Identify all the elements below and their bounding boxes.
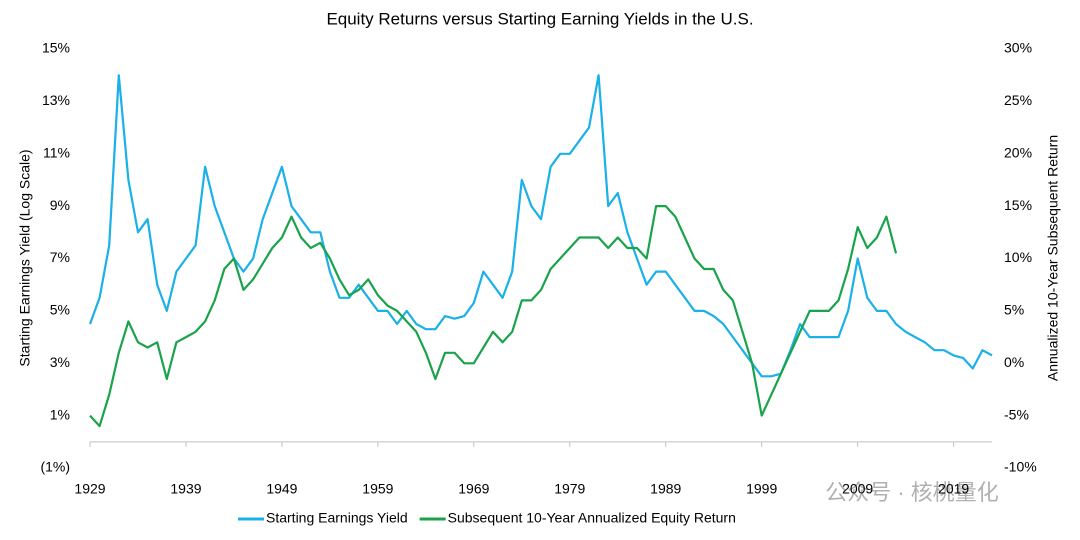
y2-tick-label: 20% [1004,144,1032,160]
x-tick-label: 1949 [266,481,297,497]
legend-label: Subsequent 10-Year Annualized Equity Ret… [448,510,736,526]
x-tick-label: 1979 [554,481,585,497]
x-tick-label: 1929 [74,481,105,497]
x-tick-label: 2019 [938,481,969,497]
y-tick-label: 9% [50,197,70,213]
y-tick-label: 13% [42,92,70,108]
x-tick-label: 1989 [650,481,681,497]
y-tick-label: 3% [50,354,70,370]
series-line [88,74,993,378]
y-tick-label: 11% [43,144,70,160]
x-tick-label: 1969 [458,481,489,497]
chart-title: Equity Returns versus Starting Earning Y… [326,9,753,28]
y-tick-label: 15% [42,40,70,56]
x-tick-label: 2009 [842,481,873,497]
y-tick-label: 5% [50,302,70,318]
y2-tick-label: 15% [1004,197,1032,213]
watermark: 公众号 · 核桃量化 [825,480,999,505]
x-tick-label: 1999 [746,481,777,497]
y2-axis-label: Annualized 10-Year Subsequent Return [1045,135,1061,381]
x-tick-label: 1959 [362,481,393,497]
y2-tick-label: 10% [1004,249,1032,265]
y2-tick-label: 30% [1004,40,1032,56]
y-tick-label: 7% [50,249,70,265]
x-tick-label: 1939 [170,481,201,497]
y2-tick-label: -5% [1004,406,1029,422]
y-tick-label: 1% [50,406,70,422]
y-tick-label: (1%) [40,459,70,475]
series-line [89,205,898,428]
legend-label: Starting Earnings Yield [266,510,408,526]
y2-tick-label: 0% [1004,354,1024,370]
y2-tick-label: 5% [1004,302,1024,318]
y-axis-label: Starting Earnings Yield (Log Scale) [17,149,33,366]
y2-tick-label: 25% [1004,92,1032,108]
y2-tick-label: -10% [1004,459,1037,475]
